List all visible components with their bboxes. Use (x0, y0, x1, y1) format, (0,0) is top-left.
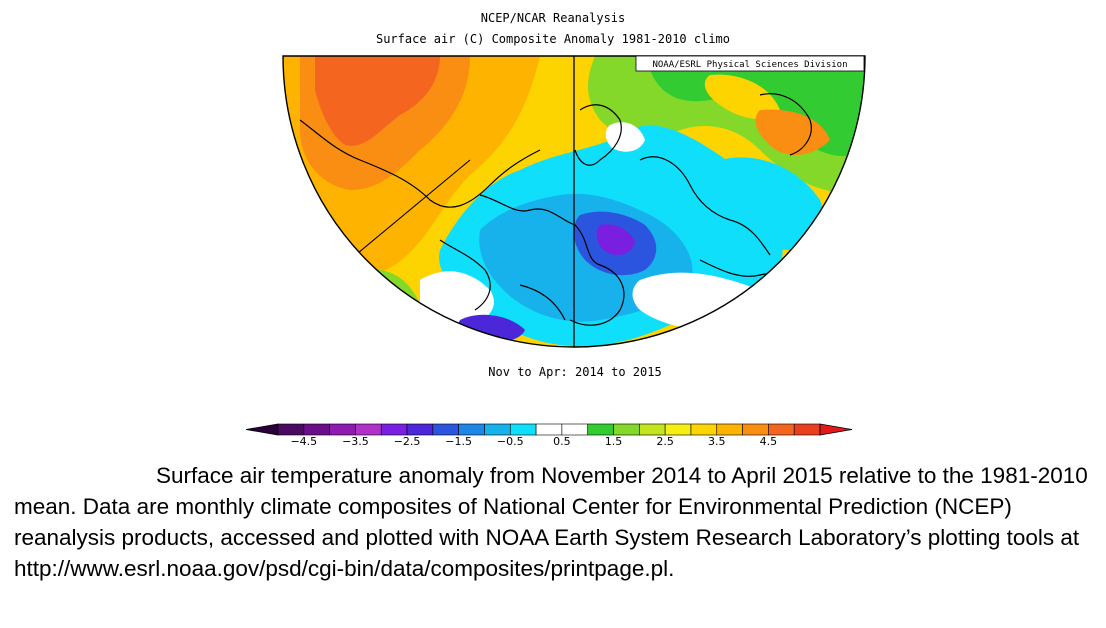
colorbar-swatch (329, 423, 356, 436)
colorbar-swatch (432, 423, 459, 436)
colorbar-swatch (380, 423, 408, 436)
credit-label: NOAA/ESRL Physical Sciences Division (652, 60, 847, 70)
colorbar-swatch (716, 423, 743, 436)
cyan-region-east (713, 157, 824, 250)
colorbar-swatch (793, 423, 821, 436)
colorbar-swatch (587, 423, 614, 436)
colorbar-swatch (613, 423, 640, 436)
colorbar-swatch (561, 423, 589, 436)
map-title: NCEP/NCAR Reanalysis (480, 11, 626, 25)
colorbar-swatch (355, 423, 382, 436)
purple-anomaly-core (596, 224, 635, 255)
map-subtitle: Surface air (C) Composite Anomaly 1981-2… (375, 32, 730, 46)
colorbar-tick-label: −4.5 (290, 435, 317, 448)
colorbar-swatch (768, 423, 795, 436)
colorbar-tick-label: 0.5 (553, 435, 571, 448)
colorbar-tick-label: 1.5 (605, 435, 623, 448)
colorbar-swatch (690, 423, 718, 436)
colorbar-swatch (458, 423, 485, 436)
colorbar: −4.5 −3.5 −2.5 −1.5 −0.5 0.5 1.5 2.5 3.5 4.5 (245, 423, 853, 448)
colorbar-swatch (742, 423, 769, 436)
alaska-border-line (351, 159, 471, 259)
colorbar-swatch (303, 423, 330, 436)
yellow-patch-europe (704, 74, 780, 120)
red-orange-core (315, 56, 440, 146)
colorbar-tick-label: −2.5 (394, 435, 421, 448)
colorbar-swatch (406, 423, 434, 436)
caption-text: Surface air temperature anomaly from Nov… (14, 463, 1088, 581)
colorbar-tick-label: −0.5 (497, 435, 524, 448)
colorbar-swatch (484, 423, 511, 436)
colorbar-tick-label: 2.5 (656, 435, 674, 448)
map-frame (282, 55, 866, 348)
orange-patch-scandinavia (755, 109, 830, 155)
figure-caption: Surface air temperature anomaly from Nov… (14, 460, 1094, 584)
anomaly-field (283, 56, 865, 347)
colorbar-tick-label: 4.5 (760, 435, 778, 448)
credit-box (635, 55, 865, 72)
colorbar-tick-label: −3.5 (342, 435, 369, 448)
colorbar-swatch (509, 423, 537, 436)
white-neutral-patch-west (420, 271, 494, 327)
colorbar-swatch (664, 423, 692, 436)
colorbar-swatch (639, 423, 666, 436)
period-label: Nov to Apr: 2014 to 2015 (488, 365, 662, 379)
colorbar-swatch (535, 423, 563, 436)
colorbar-max-arrow (819, 423, 853, 436)
yellowgreen-region-west (283, 230, 360, 320)
colorbar-tick-label: −1.5 (445, 435, 472, 448)
colorbar-min-arrow (245, 423, 279, 436)
colorbar-tick-label: 3.5 (708, 435, 726, 448)
colorbar-swatch (277, 423, 305, 436)
